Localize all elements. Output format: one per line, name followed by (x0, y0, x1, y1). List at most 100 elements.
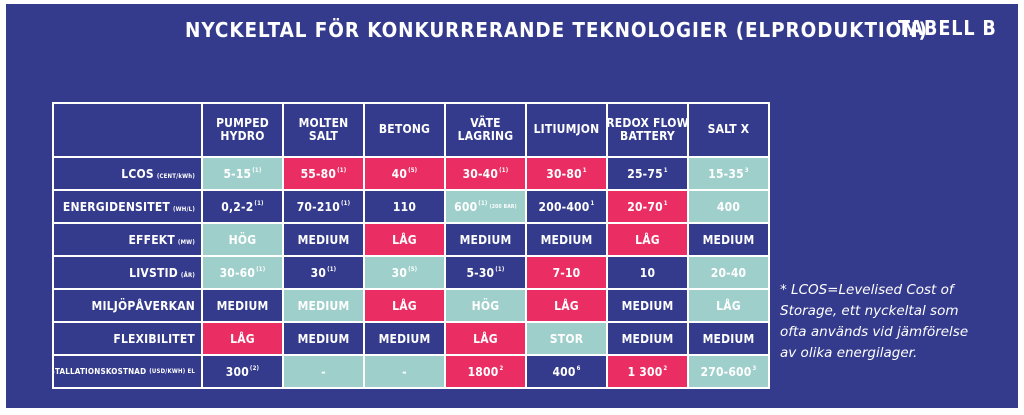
table-cell: LÅG (365, 224, 444, 255)
table-cell: 5-30 (1) (446, 257, 525, 288)
table-cell: MEDIUM (203, 290, 282, 321)
table-cell: LÅG (689, 290, 768, 321)
row-label: LCOS (CENT/kWh) (54, 158, 201, 189)
table-cell: STOR (527, 323, 606, 354)
cell-reference: (1) (340, 200, 351, 207)
row-label-text: ENERGIDENSITET (62, 199, 170, 214)
cell-value: 20-40 (710, 265, 747, 280)
table-cell: 15-35 3 (689, 158, 768, 189)
cell-value: HÖG (228, 232, 257, 247)
column-header: BETONG (365, 104, 444, 156)
cell-reference: 1 (663, 167, 668, 174)
table-cell: 30-60 (1) (203, 257, 282, 288)
cell-reference: 1 (590, 200, 595, 207)
table-cell: 110 (365, 191, 444, 222)
cell-reference: (5) (408, 167, 418, 174)
cell-reference: (1) (499, 167, 509, 174)
cell-value: MEDIUM (297, 232, 350, 247)
cell-reference: (5) (408, 266, 418, 273)
cell-value: LÅG (230, 331, 255, 346)
column-header-line: HYDRO (220, 129, 265, 143)
cell-value: 40 (391, 166, 408, 181)
table-tag: TABELL B (898, 16, 997, 40)
cell-value: 30-40 (462, 166, 499, 181)
column-header: SALT X (689, 104, 768, 156)
column-header-line: VÄTE (470, 115, 501, 130)
row-label-unit: (WH/L) (172, 206, 195, 213)
cell-value: 25-75 (627, 166, 663, 181)
table-cell: 30 (5) (365, 257, 444, 288)
cell-value: 5-15 (223, 166, 252, 181)
cell-value: 270-600 (700, 364, 752, 379)
cell-value: LÅG (473, 331, 498, 346)
cell-value: MEDIUM (216, 298, 269, 313)
table-cell: 400 (689, 191, 768, 222)
table-cell: MEDIUM (608, 290, 687, 321)
table-cell: 70-210 (1) (284, 191, 363, 222)
column-header: PUMPED HYDRO (203, 104, 282, 156)
cell-reference: 2 (663, 365, 668, 372)
cell-value: - (321, 364, 326, 379)
table-cell: 0,2-2 (1) (203, 191, 282, 222)
cell-value: MEDIUM (621, 331, 674, 346)
table-cell: 5-15 (1) (203, 158, 282, 189)
cell-value: - (402, 364, 407, 379)
table-cell: HÖG (203, 224, 282, 255)
cell-value: 30 (391, 265, 408, 280)
row-label: FLEXIBILITET (54, 323, 201, 354)
cell-value: 20-70 (627, 199, 663, 214)
column-header: LITIUMJON (527, 104, 606, 156)
cell-reference: 3 (752, 365, 757, 372)
table-cell: 30-40 (1) (446, 158, 525, 189)
cell-reference: (1) (256, 266, 266, 273)
cell-value: 30 (310, 265, 327, 280)
cell-value: MEDIUM (459, 232, 512, 247)
table-cell: MEDIUM (284, 224, 363, 255)
table-cell: MEDIUM (608, 323, 687, 354)
cell-reference: (2) (249, 365, 260, 372)
table-cell: 30 (1) (284, 257, 363, 288)
table-cell: MEDIUM (365, 323, 444, 354)
cell-value: 55-80 (300, 166, 337, 181)
comparison-table: PUMPED HYDRO MOLTEN SALT BETONG VÄTE LAGRING LI… (52, 102, 770, 389)
cell-value: 600 (454, 199, 478, 214)
cell-value: MEDIUM (621, 298, 674, 313)
table-cell: 20-70 1 (608, 191, 687, 222)
cell-value: LÅG (716, 298, 741, 313)
cell-value: LÅG (392, 298, 417, 313)
cell-value: 7-10 (552, 265, 581, 280)
table-cell: 55-80 (1) (284, 158, 363, 189)
table-cell: 270-600 3 (689, 356, 768, 387)
page-title: NYCKELTAL FÖR KONKURRERANDE TEKNOLOGIER … (185, 18, 928, 42)
cell-value: 400 (552, 364, 576, 379)
cell-reference: (1) (495, 266, 505, 273)
table-cell: 300 (2) (203, 356, 282, 387)
table-cell: - (284, 356, 363, 387)
cell-value: 110 (392, 199, 417, 214)
table-cell: 20-40 (689, 257, 768, 288)
footnote: * LCOS=Levelised Cost of Storage, ett ny… (780, 282, 969, 361)
cell-reference: 1 (582, 167, 587, 174)
cell-value: MEDIUM (297, 331, 350, 346)
cell-value: 30-80 (546, 166, 582, 181)
table-cell: MEDIUM (284, 323, 363, 354)
row-label: INSTALLATIONSKOSTNAD(USD/KWH) EL (54, 356, 201, 387)
cell-reference: 1 (663, 200, 668, 207)
table-cell: 30-80 1 (527, 158, 606, 189)
cell-value: LÅG (635, 232, 660, 247)
cell-value: 300 (225, 364, 249, 379)
column-header-line: MOLTEN (298, 115, 349, 130)
cell-reference: (1) (327, 266, 337, 273)
table-cell: MEDIUM (689, 224, 768, 255)
column-header-line: BATTERY (620, 129, 675, 143)
cell-value: MEDIUM (702, 331, 755, 346)
cell-reference: 6 (576, 365, 581, 372)
column-header-line: SALT X (707, 122, 750, 137)
column-header-line: SALT (308, 129, 339, 143)
table-cell: HÖG (446, 290, 525, 321)
table-cell: 1800 2 (446, 356, 525, 387)
cell-value: STOR (549, 331, 584, 346)
table-cell: 25-75 1 (608, 158, 687, 189)
cell-value: MEDIUM (297, 298, 350, 313)
table-cell: 40 (5) (365, 158, 444, 189)
